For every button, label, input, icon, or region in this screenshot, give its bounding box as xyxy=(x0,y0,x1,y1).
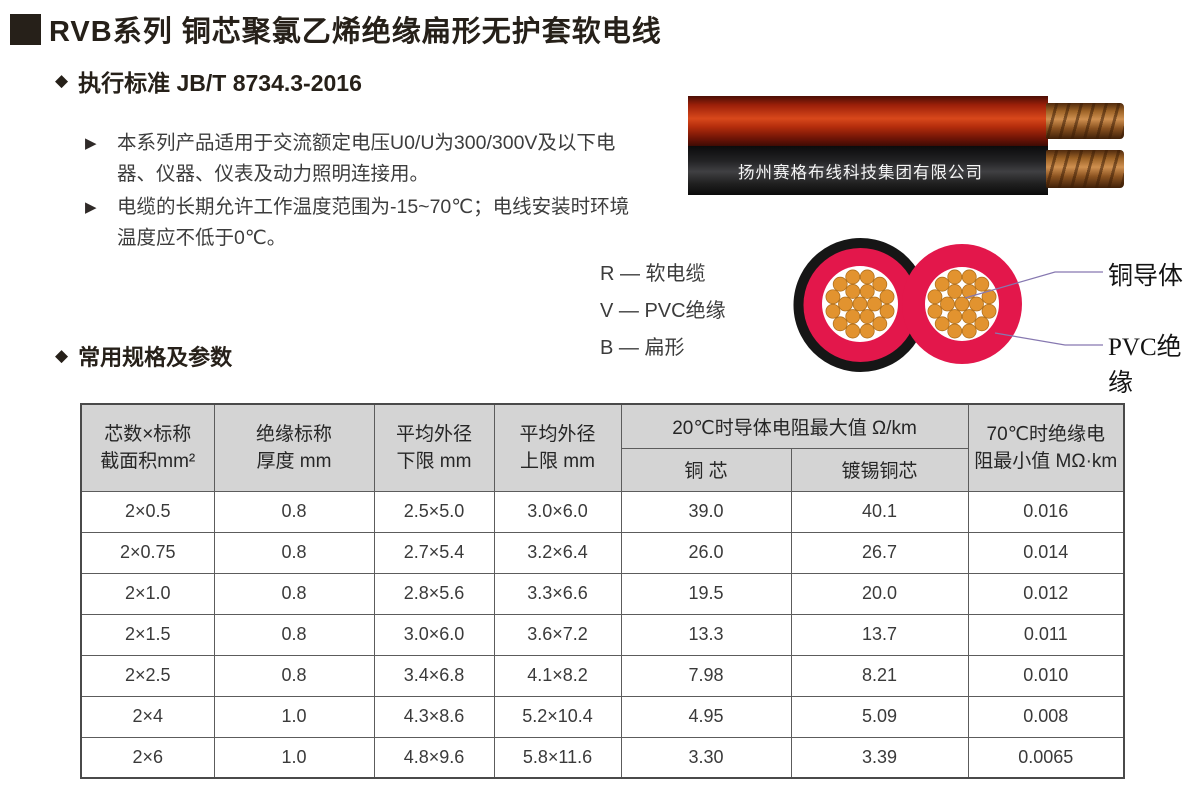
cell: 3.6×7.2 xyxy=(493,613,622,656)
diamond-icon: ◆ xyxy=(55,346,69,365)
cell: 3.2×6.4 xyxy=(493,531,622,574)
cell: 26.7 xyxy=(790,531,969,574)
cell: 4.3×8.6 xyxy=(373,695,495,738)
cell: 7.98 xyxy=(620,654,792,697)
intro-bullets: ▶ 本系列产品适用于交流额定电压U0/U为300/300V及以下电器、仪器、仪表… xyxy=(85,128,645,256)
cell: 5.2×10.4 xyxy=(493,695,622,738)
legend-line: R — 软电缆 xyxy=(600,263,706,285)
cell: 2×4 xyxy=(80,695,215,738)
bullet-text: 本系列产品适用于交流额定电压U0/U为300/300V及以下电器、仪器、仪表及动… xyxy=(117,132,616,185)
col-header-copper-core: 铜 芯 xyxy=(620,447,792,492)
cell: 3.4×6.8 xyxy=(373,654,495,697)
cell: 3.30 xyxy=(620,736,792,779)
cell: 39.0 xyxy=(620,490,792,533)
cell: 4.95 xyxy=(620,695,792,738)
col-header-insulation-thickness: 绝缘标称 厚度 mm xyxy=(213,403,375,492)
cell: 3.0×6.0 xyxy=(493,490,622,533)
cell: 3.3×6.6 xyxy=(493,572,622,615)
cell: 0.8 xyxy=(213,654,375,697)
copper-conductor-image xyxy=(1046,150,1124,188)
cell: 0.010 xyxy=(967,654,1125,697)
cell: 2×6 xyxy=(80,736,215,779)
diamond-icon: ◆ xyxy=(55,71,69,90)
cell: 0.8 xyxy=(213,613,375,656)
red-wire-image xyxy=(688,96,1048,146)
page-title: RVB系列 铜芯聚氯乙烯绝缘扁形无护套软电线 xyxy=(49,16,662,48)
cell: 1.0 xyxy=(213,736,375,779)
conductor-leader-line xyxy=(964,271,1103,299)
cell: 19.5 xyxy=(620,572,792,615)
col-header-tinned-copper-core: 镀锡铜芯 xyxy=(790,447,969,492)
black-wire-image: 扬州赛格布线科技集团有限公司 xyxy=(688,146,1048,195)
cell: 4.8×9.6 xyxy=(373,736,495,779)
title-square-icon xyxy=(10,13,41,45)
table-row: 2×1.5 0.8 3.0×6.0 3.6×7.2 13.3 13.7 0.01… xyxy=(80,613,1125,656)
cell: 3.0×6.0 xyxy=(373,613,495,656)
table-row: 2×2.5 0.8 3.4×6.8 4.1×8.2 7.98 8.21 0.01… xyxy=(80,654,1125,697)
standard-text: 执行标准 JB/T 8734.3-2016 xyxy=(78,70,362,96)
cell: 3.39 xyxy=(790,736,969,779)
cell: 2×1.5 xyxy=(80,613,215,656)
cell: 0.016 xyxy=(967,490,1125,533)
cell: 2×0.5 xyxy=(80,490,215,533)
cell: 20.0 xyxy=(790,572,969,615)
cell: 0.011 xyxy=(967,613,1125,656)
col-header-od-upper: 平均外径 上限 mm xyxy=(493,403,622,492)
insulation-leader-line xyxy=(994,332,1103,346)
conductor-callout: 铜导体 xyxy=(1108,263,1184,290)
cell: 13.3 xyxy=(620,613,792,656)
standard-line: ◆ 执行标准 JB/T 8734.3-2016 xyxy=(55,64,362,98)
legend-line: B — 扁形 xyxy=(600,337,685,359)
cell: 5.09 xyxy=(790,695,969,738)
table-row: 2×0.75 0.8 2.7×5.4 3.2×6.4 26.0 26.7 0.0… xyxy=(80,531,1125,574)
cell: 2×0.75 xyxy=(80,531,215,574)
cell: 0.008 xyxy=(967,695,1125,738)
cell: 0.012 xyxy=(967,572,1125,615)
table-row: 2×6 1.0 4.8×9.6 5.8×11.6 3.30 3.39 0.006… xyxy=(80,736,1125,779)
cell: 26.0 xyxy=(620,531,792,574)
list-item: ▶ 电缆的长期允许工作温度范围为-15~70℃；电线安装时环境温度应不低于0℃。 xyxy=(85,192,645,254)
cell: 0.8 xyxy=(213,490,375,533)
table-row: 2×0.5 0.8 2.5×5.0 3.0×6.0 39.0 40.1 0.01… xyxy=(80,490,1125,533)
cell: 40.1 xyxy=(790,490,969,533)
triangle-bullet-icon: ▶ xyxy=(85,199,97,216)
cell: 2.8×5.6 xyxy=(373,572,495,615)
list-item: ▶ 本系列产品适用于交流额定电压U0/U为300/300V及以下电器、仪器、仪表… xyxy=(85,128,645,190)
col-header-core-size: 芯数×标称 截面积mm² xyxy=(80,403,215,492)
specs-section-title-row: ◆ 常用规格及参数 xyxy=(55,340,232,372)
col-header-resistance-group: 20℃时导体电阻最大值 Ω/km xyxy=(620,403,969,449)
cell: 0.0065 xyxy=(967,736,1125,779)
cell: 8.21 xyxy=(790,654,969,697)
legend-line: V — PVC绝缘 xyxy=(600,300,726,322)
col-header-insulation-resistance: 70℃时绝缘电 阻最小值 MΩ·km xyxy=(967,403,1125,492)
cell: 5.8×11.6 xyxy=(493,736,622,779)
table-row: 2×4 1.0 4.3×8.6 5.2×10.4 4.95 5.09 0.008 xyxy=(80,695,1125,738)
cell: 2.5×5.0 xyxy=(373,490,495,533)
cell: 13.7 xyxy=(790,613,969,656)
insulation-callout: PVC绝缘 xyxy=(1108,334,1182,397)
table-row: 2×1.0 0.8 2.8×5.6 3.3×6.6 19.5 20.0 0.01… xyxy=(80,572,1125,615)
black-sheath-ring xyxy=(793,238,921,372)
cell: 1.0 xyxy=(213,695,375,738)
cable-photo: 扬州赛格布线科技集团有限公司 xyxy=(688,96,1134,195)
cell: 2×2.5 xyxy=(80,654,215,697)
col-header-od-lower: 平均外径 下限 mm xyxy=(373,403,495,492)
brand-print-text: 扬州赛格布线科技集团有限公司 xyxy=(738,162,983,182)
triangle-bullet-icon: ▶ xyxy=(85,135,97,152)
cell: 0.8 xyxy=(213,531,375,574)
cell: 2.7×5.4 xyxy=(373,531,495,574)
specs-section-title: 常用规格及参数 xyxy=(78,345,233,370)
copper-conductor-image xyxy=(1046,103,1124,139)
bullet-text: 电缆的长期允许工作温度范围为-15~70℃；电线安装时环境温度应不低于0℃。 xyxy=(117,196,630,249)
cell: 2×1.0 xyxy=(80,572,215,615)
cell: 0.8 xyxy=(213,572,375,615)
spec-table: 芯数×标称 截面积mm² 绝缘标称 厚度 mm 平均外径 下限 mm 平均外径 … xyxy=(80,403,1125,779)
cell: 4.1×8.2 xyxy=(493,654,622,697)
cross-section-diagram xyxy=(793,238,1103,372)
code-legend: R — 软电缆 V — PVC绝缘 B — 扁形 xyxy=(600,256,726,367)
title-row: RVB系列 铜芯聚氯乙烯绝缘扁形无护套软电线 xyxy=(10,8,662,50)
cell: 0.014 xyxy=(967,531,1125,574)
